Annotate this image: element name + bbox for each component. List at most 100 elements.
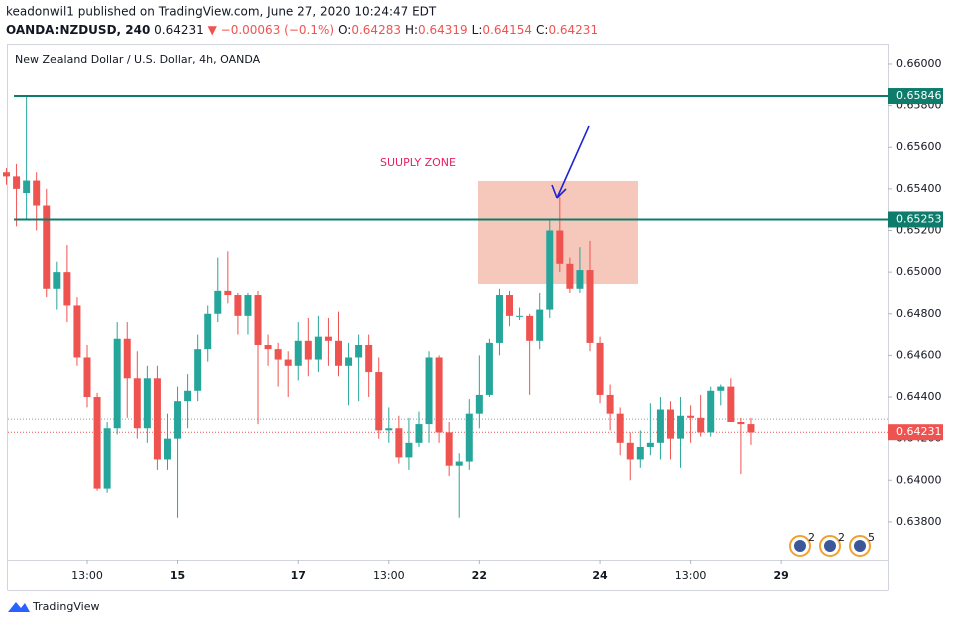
publisher: keadonwil1 published on TradingView.com,… xyxy=(6,5,437,19)
ohlc-label: O: xyxy=(338,23,351,37)
candle-body xyxy=(677,415,685,439)
candle-body xyxy=(153,378,161,460)
last-price-box xyxy=(888,424,943,441)
y-tick-label: 0.63800 xyxy=(896,515,942,528)
candle-body xyxy=(73,305,81,358)
ohlc-value: 0.64154 xyxy=(482,23,532,37)
candle-body xyxy=(616,413,624,443)
candle-body xyxy=(324,336,332,341)
candle-body xyxy=(646,442,654,447)
candle-body xyxy=(495,295,503,343)
event-count: 2 xyxy=(838,531,845,544)
candle-body xyxy=(747,424,755,433)
candle-body xyxy=(274,349,282,360)
candle-body xyxy=(133,378,141,429)
candle-body xyxy=(204,313,212,350)
candle-body xyxy=(244,295,252,316)
last: 0.64231 xyxy=(154,23,204,37)
x-tick-label: 17 xyxy=(291,569,306,582)
candle-body xyxy=(43,205,51,289)
x-tick-label: 13:00 xyxy=(373,569,405,582)
y-tick-label: 0.64600 xyxy=(896,348,942,361)
candle-body xyxy=(375,372,383,431)
candle-body xyxy=(345,357,353,366)
change: ▼ −0.00063 (−0.1%) xyxy=(208,23,334,37)
candle-body xyxy=(475,394,483,414)
candle-body xyxy=(707,390,715,433)
candle-body xyxy=(254,295,262,345)
y-tick-label: 0.64800 xyxy=(896,307,942,320)
candle-body xyxy=(506,295,514,316)
y-tick-label: 0.64000 xyxy=(896,473,942,486)
x-tick-label: 29 xyxy=(773,569,788,582)
candle-body xyxy=(737,421,745,425)
candle-body xyxy=(335,340,342,366)
candle-body xyxy=(365,344,373,373)
candle-body xyxy=(93,397,101,489)
logo xyxy=(8,602,30,612)
candle-body xyxy=(596,342,604,395)
candle-body xyxy=(385,428,393,431)
candle-body xyxy=(536,309,544,341)
candle-body xyxy=(526,315,534,341)
x-tick-label: 22 xyxy=(472,569,487,582)
x-tick-label: 13:00 xyxy=(71,569,103,582)
candle-body xyxy=(83,357,91,398)
candle-body xyxy=(455,461,463,466)
arrow xyxy=(551,125,590,199)
ohlc-label: C: xyxy=(536,23,548,37)
candle-body xyxy=(264,344,272,350)
candle-body xyxy=(415,424,423,443)
ohlc: O:0.64283 H:0.64319 L:0.64154 C:0.64231 xyxy=(338,23,598,37)
ohlc-label: H: xyxy=(405,23,418,37)
candle-body xyxy=(445,432,453,466)
candle-body xyxy=(465,413,473,462)
event-flag xyxy=(854,540,866,552)
candle-body xyxy=(143,378,151,429)
candle-body xyxy=(214,290,222,314)
event-count: 5 xyxy=(868,531,875,544)
candle-body xyxy=(516,315,524,317)
y-tick-label: 0.65600 xyxy=(896,140,942,153)
y-tick-label: 0.65400 xyxy=(896,182,942,195)
candle-body xyxy=(556,230,564,264)
candle-body xyxy=(13,176,21,189)
level-box xyxy=(888,88,943,105)
candle-body xyxy=(123,338,131,379)
ohlc-value: 0.64319 xyxy=(418,23,468,37)
brand: TradingView xyxy=(32,600,99,613)
plot: SUUPLY ZONE xyxy=(3,95,888,518)
candle-body xyxy=(636,446,644,460)
event-flag xyxy=(824,540,836,552)
candle-body xyxy=(606,394,614,414)
x-tick-label: 15 xyxy=(170,569,185,582)
candle-body xyxy=(405,442,413,458)
candle-body xyxy=(224,290,232,296)
candle-body xyxy=(485,342,493,395)
candle-body xyxy=(23,180,31,194)
symbol-line: OANDA:NZDUSD, 240 0.64231 ▼ −0.00063 (−0… xyxy=(6,23,598,37)
candle-body xyxy=(586,270,594,343)
last-price-label: 0.64231 xyxy=(896,425,942,438)
candle-body xyxy=(304,340,312,360)
candle-body xyxy=(63,272,71,306)
level-box xyxy=(888,211,943,228)
candle-body xyxy=(234,295,242,316)
candle-body xyxy=(294,340,302,366)
candle-body xyxy=(727,386,735,422)
event-flag xyxy=(794,540,806,552)
y-tick-label: 0.64400 xyxy=(896,390,942,403)
level-label: 0.65846 xyxy=(896,89,942,102)
ohlc-label: L: xyxy=(472,23,483,37)
candle-body xyxy=(113,338,121,429)
event-count: 2 xyxy=(808,531,815,544)
candle-body xyxy=(546,230,554,310)
candle-body xyxy=(163,438,171,460)
candle-body xyxy=(687,415,695,418)
y-tick-label: 0.65000 xyxy=(896,265,942,278)
candle-body xyxy=(53,272,61,289)
candle-body xyxy=(194,349,202,391)
candle-body xyxy=(717,386,725,391)
candle-body xyxy=(284,359,292,366)
x-tick-label: 13:00 xyxy=(675,569,707,582)
